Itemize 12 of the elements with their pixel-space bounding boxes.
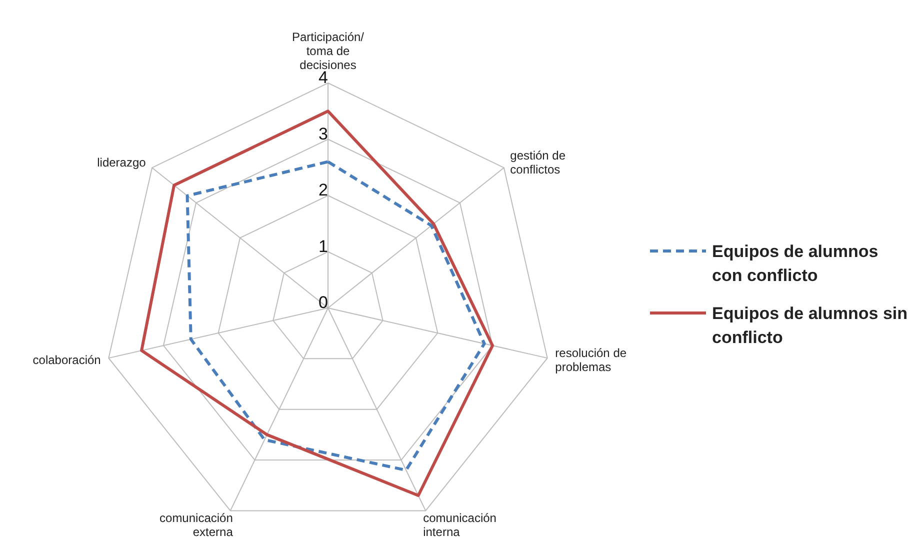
spoke-label: comunicación interna <box>423 510 496 538</box>
y-tick-label: 1 <box>318 236 328 256</box>
spoke-label: resolución de problemas <box>555 346 627 374</box>
legend-label: Equipos de alumnos con conflicto <box>712 241 880 287</box>
y-tick-label: 2 <box>318 180 328 200</box>
spoke-label: comunicación externa <box>160 510 234 538</box>
y-tick-label: 3 <box>318 124 328 144</box>
spoke-label: liderazgo <box>97 156 146 170</box>
spoke-label: colaboración <box>32 352 101 367</box>
legend-label: Equipos de alumnos sin conflicto <box>712 303 909 349</box>
y-tick-label: 0 <box>318 293 328 312</box>
spoke-label: gestión de conflictos <box>510 148 566 177</box>
